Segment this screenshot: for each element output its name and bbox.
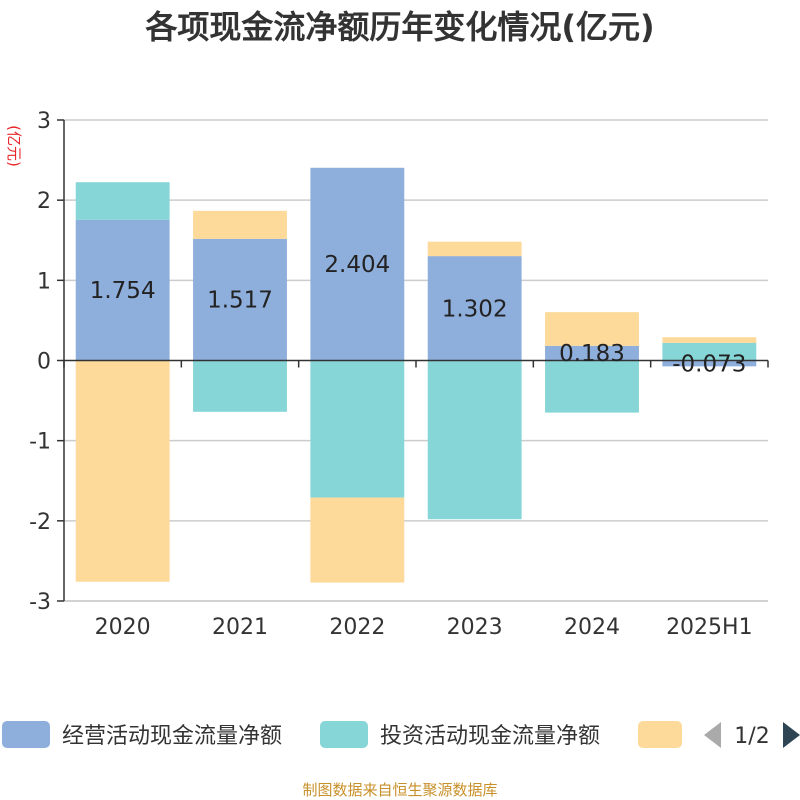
bar-series-2-2020[interactable] xyxy=(75,360,170,582)
bar-series-2-2021[interactable] xyxy=(193,210,287,239)
bar-series-2-2022[interactable] xyxy=(310,497,405,583)
data-labels: 1.754 1.517 2.404 1.302 0.183 -0.073 xyxy=(90,252,747,377)
bar-series-0-2021[interactable] xyxy=(193,238,287,361)
chart-title: 各项现金流净额历年变化情况(亿元) xyxy=(145,8,654,46)
legend-swatch-investing[interactable] xyxy=(320,721,368,748)
y-tick-label: 2 xyxy=(37,189,51,214)
x-tick-label: 2024 xyxy=(564,615,620,640)
bar-series-1-2020[interactable] xyxy=(75,182,170,220)
bar-series-0-2024[interactable] xyxy=(545,345,639,361)
bar-series-0-2020[interactable] xyxy=(75,219,170,361)
x-tick-label: 2021 xyxy=(212,615,268,640)
footer-source: 制图数据来自恒生聚源数据库 xyxy=(302,781,497,799)
data-label-operating-2021: 1.517 xyxy=(207,288,273,314)
y-tick-label: -3 xyxy=(29,590,51,615)
bar-series-2-2023[interactable] xyxy=(427,241,522,257)
grid-lines xyxy=(64,119,768,602)
legend-label-investing[interactable]: 投资活动现金流量净额 xyxy=(380,724,600,749)
bar-series-1-2022[interactable] xyxy=(310,360,405,498)
bar-series-1-2025H1[interactable] xyxy=(662,342,757,361)
axes: -3 -2 -1 0 1 2 3 2020 2021 2022 2023 2024 2025H1 xyxy=(29,109,769,640)
legend-page-indicator: 1/2 xyxy=(734,724,769,749)
bars xyxy=(75,167,757,583)
legend-swatch-financing[interactable] xyxy=(638,721,682,748)
bar-series-0-2023[interactable] xyxy=(427,256,522,361)
x-tick-label: 2020 xyxy=(95,615,151,640)
bar-series-1-2023[interactable] xyxy=(427,360,522,520)
bar-series-2-2024[interactable] xyxy=(545,312,639,346)
y-tick-label: 1 xyxy=(37,269,51,294)
legend-swatch-operating[interactable] xyxy=(2,721,50,748)
bar-series-1-2021[interactable] xyxy=(193,360,287,412)
data-label-operating-2025H1: -0.073 xyxy=(672,351,746,377)
bar-series-2-2025H1[interactable] xyxy=(662,337,757,343)
x-tick-label: 2023 xyxy=(447,615,503,640)
y-axis-unit-label: (亿元) xyxy=(5,125,23,167)
data-label-operating-2020: 1.754 xyxy=(90,278,156,304)
y-tick-label: 3 xyxy=(37,109,51,134)
y-tick-label: 0 xyxy=(37,350,51,375)
data-label-operating-2024: 0.183 xyxy=(559,341,625,367)
x-tick-label: 2022 xyxy=(329,615,385,640)
data-label-operating-2023: 1.302 xyxy=(442,296,508,322)
bar-series-0-2025H1[interactable] xyxy=(662,360,757,367)
y-tick-label: -2 xyxy=(29,510,51,535)
legend: 经营活动现金流量净额 投资活动现金流量净额 1/2 xyxy=(2,721,800,749)
legend-label-operating[interactable]: 经营活动现金流量净额 xyxy=(62,724,282,749)
bar-series-1-2024[interactable] xyxy=(545,360,639,413)
y-tick-label: -1 xyxy=(29,430,51,455)
x-tick-label: 2025H1 xyxy=(666,615,753,640)
legend-prev-page-icon[interactable] xyxy=(704,722,721,748)
data-label-operating-2022: 2.404 xyxy=(324,252,390,278)
legend-next-page-icon[interactable] xyxy=(783,722,800,748)
bar-series-0-2022[interactable] xyxy=(310,167,405,361)
